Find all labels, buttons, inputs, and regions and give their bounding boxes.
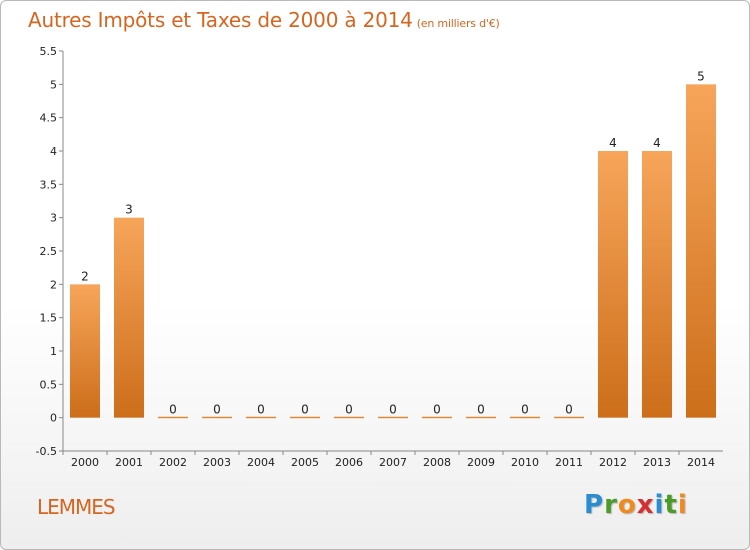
- data-label: 0: [169, 403, 177, 417]
- commune-name: LEMMES: [37, 495, 116, 519]
- bar: [598, 151, 628, 418]
- bar: [290, 416, 320, 419]
- data-label: 0: [521, 403, 529, 417]
- y-tick-label: 0.5: [40, 378, 58, 391]
- logo-letter: P: [584, 490, 605, 520]
- y-tick-label: 5: [50, 78, 57, 91]
- y-tick-label: 2: [50, 278, 57, 291]
- bar: [378, 416, 408, 419]
- x-tick-label: 2014: [687, 456, 715, 469]
- x-tick-label: 2005: [291, 456, 319, 469]
- x-tick-label: 2008: [423, 456, 451, 469]
- data-label: 0: [257, 403, 265, 417]
- bar: [422, 416, 452, 419]
- data-label: 0: [389, 403, 397, 417]
- y-tick-label: 3: [50, 212, 57, 225]
- data-label: 2: [81, 269, 89, 283]
- data-label: 3: [125, 203, 133, 217]
- data-label: 0: [345, 403, 353, 417]
- y-tick-label: -0.5: [36, 445, 57, 458]
- bar: [466, 416, 496, 419]
- data-label: 5: [697, 69, 705, 83]
- logo-letter: x: [636, 490, 655, 520]
- x-tick-label: 2004: [247, 456, 275, 469]
- x-tick-label: 2012: [599, 456, 627, 469]
- chart-title: Autres Impôts et Taxes de 2000 à 2014 (en…: [28, 8, 500, 32]
- logo-letter: i: [654, 490, 665, 520]
- y-tick-label: 2.5: [40, 245, 58, 258]
- data-label: 0: [433, 403, 441, 417]
- bar: [334, 416, 364, 419]
- logo-letter: t: [664, 490, 678, 520]
- bar: [70, 284, 100, 418]
- bar: [686, 84, 716, 418]
- data-label: 0: [477, 403, 485, 417]
- y-tick-label: 4.5: [40, 112, 58, 125]
- x-tick-label: 2007: [379, 456, 407, 469]
- proxiti-logo: Proxiti: [584, 490, 688, 520]
- bar: [554, 416, 584, 419]
- x-tick-label: 2013: [643, 456, 671, 469]
- x-tick-label: 2001: [115, 456, 143, 469]
- x-tick-label: 2011: [555, 456, 583, 469]
- data-label: 0: [301, 403, 309, 417]
- logo-letter: r: [604, 490, 618, 520]
- bar: [246, 416, 276, 419]
- chart-title-text: Autres Impôts et Taxes de 2000 à 2014: [28, 8, 413, 32]
- bar: [642, 151, 672, 418]
- bar: [510, 416, 540, 419]
- x-tick-label: 2006: [335, 456, 363, 469]
- bar: [202, 416, 232, 419]
- data-label: 4: [653, 136, 661, 150]
- x-tick-label: 2003: [203, 456, 231, 469]
- data-label: 0: [565, 403, 573, 417]
- x-tick-label: 2009: [467, 456, 495, 469]
- bar: [114, 217, 144, 418]
- x-tick-label: 2002: [159, 456, 187, 469]
- data-label: 0: [213, 403, 221, 417]
- y-tick-label: 1.5: [40, 312, 58, 325]
- y-tick-label: 1: [50, 345, 57, 358]
- y-tick-label: 3.5: [40, 178, 58, 191]
- y-tick-label: 0: [50, 412, 57, 425]
- x-tick-label: 2000: [71, 456, 99, 469]
- chart-subtitle: (en milliers d'€): [416, 17, 500, 30]
- data-label: 4: [609, 136, 617, 150]
- bar: [158, 416, 188, 419]
- logo-letter: i: [677, 490, 688, 520]
- logo-letter: o: [617, 490, 637, 520]
- x-tick-label: 2010: [511, 456, 539, 469]
- y-tick-label: 5.5: [40, 45, 58, 58]
- y-tick-label: 4: [50, 145, 57, 158]
